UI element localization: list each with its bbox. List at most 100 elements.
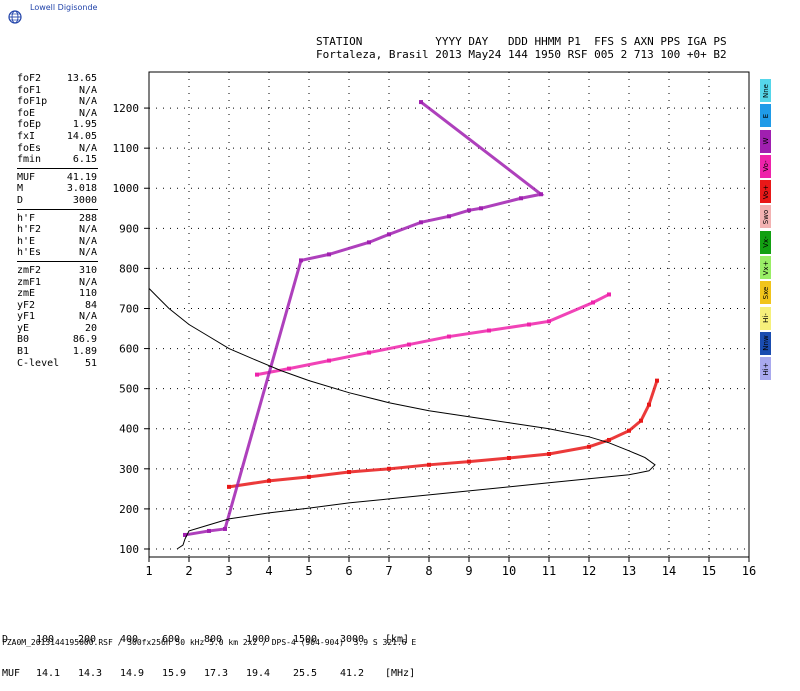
y-axis-ticks: 100 200 300 400 500 600 700 800 900 1000 1100 1200 xyxy=(113,102,149,556)
muf-table-distance-row: D 100 200 400 600 800 1000 1500 3000 [km] xyxy=(2,634,409,646)
y-tick-label: 700 xyxy=(119,302,139,315)
param-row: C-level 51 xyxy=(17,358,97,370)
x-tick-label: 16 xyxy=(742,564,756,578)
parameter-panel: foF2 13.65 foF1 N/A foF1p N/A foE N/A foEp 1.95 fx… xyxy=(17,73,98,370)
param-value: N/A xyxy=(78,142,97,154)
muf-table-muf-row: MUF 14.1 14.3 14.9 15.9 17.3 19.4 25.5 41.2 [MHz] xyxy=(2,668,415,680)
x-tick-label: 12 xyxy=(582,564,596,578)
y-tick-label: 300 xyxy=(119,463,139,476)
param-value: 41.19 xyxy=(66,171,97,183)
param-label: zmF1 xyxy=(17,276,42,288)
header-labels: STATION YYYY DAY DDD HHMM P1 FFS S AXN P… xyxy=(316,35,727,48)
echo-point xyxy=(547,451,551,456)
muf-table-cell: 400 xyxy=(120,634,139,645)
plot-frame xyxy=(148,71,750,558)
param-value: 1.89 xyxy=(72,346,97,358)
ionogram-plot: 1 2 3 4 5 6 7 8 9 10 11 12 13 14 15 16 1002003004005006… xyxy=(113,71,756,578)
x-tick-label: 1 xyxy=(145,564,152,578)
echo-point xyxy=(347,470,351,475)
legend-swatch: E xyxy=(760,104,771,128)
param-row: B1 1.89 xyxy=(17,346,97,358)
param-separator xyxy=(17,208,98,210)
param-label: B1 xyxy=(17,346,30,358)
legend-swatch: Vo+ xyxy=(760,180,771,204)
echo-point xyxy=(547,319,551,324)
echo-point xyxy=(307,474,311,479)
param-label: h'F xyxy=(17,212,36,224)
param-row: foEs N/A xyxy=(17,143,97,155)
param-value: 310 xyxy=(78,264,97,276)
muf-table-cell: 200 xyxy=(78,634,97,645)
param-row: zmF2 310 xyxy=(17,265,97,277)
echo-point xyxy=(447,334,451,339)
echo-point xyxy=(467,459,471,464)
density-profile-line xyxy=(148,288,656,550)
header-values: Fortaleza, Brasil 2013 May24 144 1950 RS… xyxy=(316,48,727,61)
echo-point xyxy=(223,526,227,531)
muf-table-cell: 17.3 xyxy=(204,668,229,679)
echo-point xyxy=(255,372,259,377)
y-tick-label: 1100 xyxy=(113,142,140,155)
x-tick-label: 7 xyxy=(385,564,392,578)
param-value: 1.95 xyxy=(72,119,97,131)
param-value: N/A xyxy=(78,311,97,323)
x-tick-label: 13 xyxy=(622,564,636,578)
echo-point xyxy=(387,466,391,471)
muf-table-cell: [km] xyxy=(385,634,410,645)
y-tick-label: 200 xyxy=(119,503,139,516)
y-tick-label: 900 xyxy=(119,222,139,235)
param-row: zmF1 N/A xyxy=(17,277,97,289)
param-label: foF2 xyxy=(17,73,42,84)
param-label: D xyxy=(17,194,24,206)
param-label: foE xyxy=(17,107,36,119)
y-tick-label: 1000 xyxy=(113,182,140,195)
muf-table-cell: 600 xyxy=(162,634,181,645)
legend-label: Swo xyxy=(761,209,770,225)
echo-point xyxy=(591,300,595,305)
polarization-legend: Nne E W Vo- Vo+ Swo Vx- Vx+ Sxe Hi- Nnw Hi+ xyxy=(760,79,771,383)
legend-swatch: Vx- xyxy=(760,230,771,254)
echo-point xyxy=(299,258,303,263)
echo-point xyxy=(587,444,591,449)
x-tick-label: 9 xyxy=(465,564,472,578)
echo-point xyxy=(327,358,331,363)
echo-point xyxy=(287,366,291,371)
echo-point xyxy=(507,455,511,460)
param-value: 13.65 xyxy=(66,73,97,84)
echo-point xyxy=(267,478,271,483)
muf-table-cell: 14.9 xyxy=(120,668,145,679)
x-tick-label: 2 xyxy=(185,564,192,578)
muf-table-cell: 14.3 xyxy=(78,668,103,679)
muf-table-cell: 19.4 xyxy=(246,668,271,679)
brand-logo: Lowell Digisonde xyxy=(8,2,128,24)
param-label: M xyxy=(17,183,24,195)
legend-label: Vo+ xyxy=(761,184,770,199)
muf-table-cell: 25.5 xyxy=(293,668,318,679)
file-footer: FZA0M_2013144195000.RSF / 300fx256h 50 k… xyxy=(2,638,417,647)
param-row: h'F 288 xyxy=(17,213,97,225)
brand-name: Lowell Digisonde xyxy=(30,3,98,12)
x-tick-label: 8 xyxy=(425,564,432,578)
param-row: foF2 13.65 xyxy=(17,73,97,85)
param-value: 110 xyxy=(78,288,97,300)
param-value: 3000 xyxy=(72,194,97,206)
echo-traces xyxy=(183,100,659,537)
param-label: h'F2 xyxy=(17,224,42,236)
param-label: yF1 xyxy=(17,311,36,323)
param-row: h'F2 N/A xyxy=(17,224,97,236)
legend-label: Nnw xyxy=(761,335,770,352)
legend-swatch: Nne xyxy=(760,79,771,102)
param-label: zmF2 xyxy=(17,264,42,276)
legend-swatch: W xyxy=(760,129,771,153)
echo-point xyxy=(419,100,423,105)
legend-label: Nne xyxy=(761,83,770,98)
param-row: foE N/A xyxy=(17,108,97,120)
muf-table-cell: 100 xyxy=(36,634,55,645)
param-value: N/A xyxy=(78,235,97,247)
x-axis-ticks: 1 2 3 4 5 6 7 8 9 10 11 12 13 14 15 16 xyxy=(145,557,756,578)
echo-point xyxy=(427,462,431,467)
param-row: fxI 14.05 xyxy=(17,131,97,143)
param-value: 6.15 xyxy=(72,154,97,166)
legend-swatch: Vo- xyxy=(760,154,771,178)
echo-point xyxy=(639,418,643,423)
